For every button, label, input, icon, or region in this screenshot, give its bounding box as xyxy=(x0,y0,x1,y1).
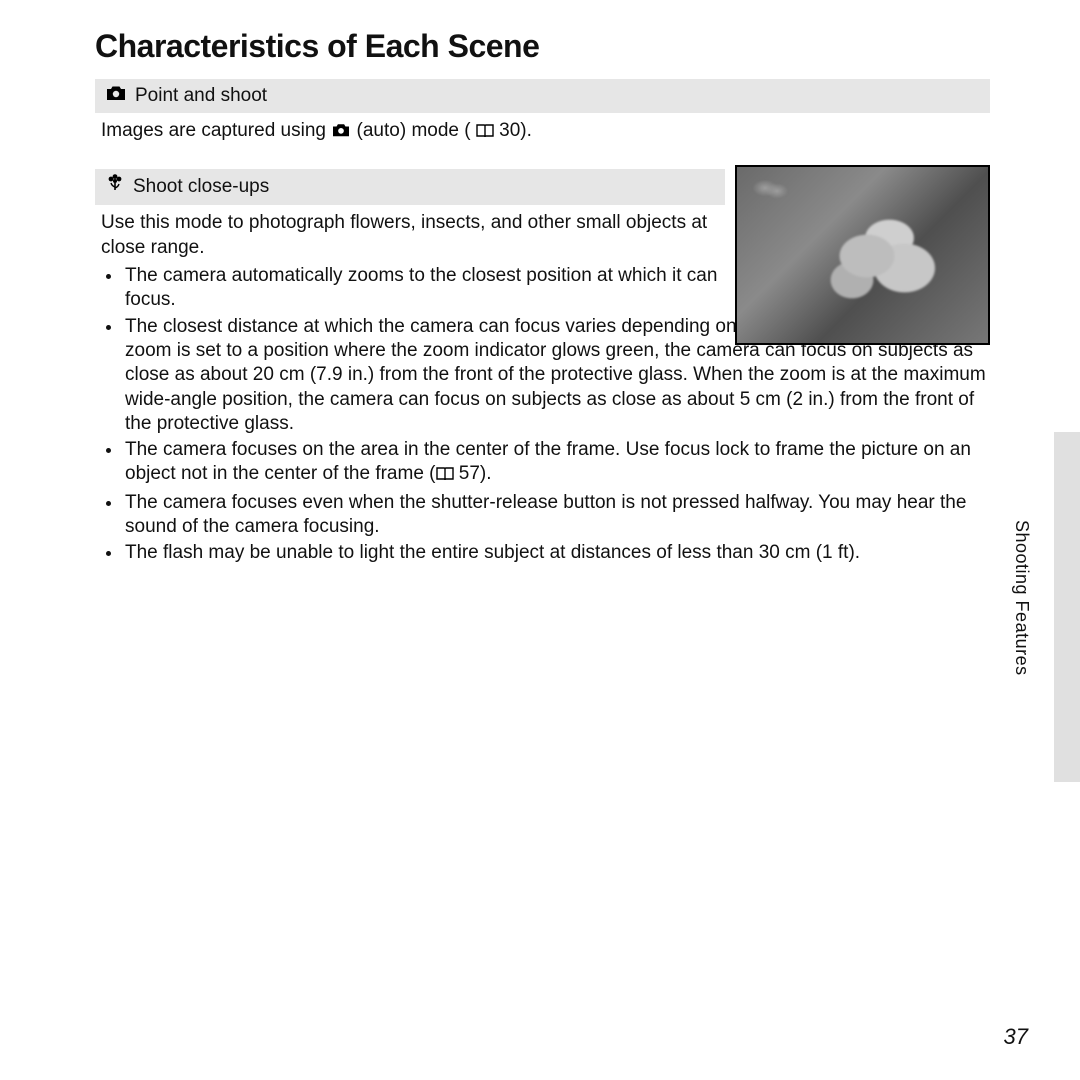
text: (auto) mode ( xyxy=(357,120,471,141)
section-header-closeups: Shoot close-ups xyxy=(95,169,725,205)
page-title: Characteristics of Each Scene xyxy=(95,28,990,65)
book-icon xyxy=(476,121,494,145)
flower-icon xyxy=(105,174,125,200)
section1-body: Images are captured using (auto) mode ( … xyxy=(101,119,990,145)
camera-icon xyxy=(105,84,127,108)
section-label: Point and shoot xyxy=(135,85,267,107)
section-header-point-and-shoot: Point and shoot xyxy=(95,79,990,113)
camera-icon xyxy=(331,121,351,145)
section-label: Shoot close-ups xyxy=(133,176,269,198)
manual-page: Characteristics of Each Scene Point and … xyxy=(95,28,990,568)
text: Images are captured using xyxy=(101,120,331,141)
thumb-index-strip xyxy=(1054,432,1080,782)
list-item: The flash may be unable to light the ent… xyxy=(123,541,995,565)
text: 30). xyxy=(499,120,532,141)
list-item: The camera focuses on the area in the ce… xyxy=(123,438,995,489)
section-side-label: Shooting Features xyxy=(1011,520,1032,676)
example-photo-flower xyxy=(735,165,990,345)
section-shoot-closeups: Shoot close-ups Use this mode to photogr… xyxy=(95,169,990,565)
page-number: 37 xyxy=(1004,1024,1028,1050)
section2-intro: Use this mode to photograph flowers, ins… xyxy=(101,211,711,260)
text: The camera focuses on the area in the ce… xyxy=(125,439,971,484)
book-icon xyxy=(436,464,454,488)
list-item: The camera automatically zooms to the cl… xyxy=(123,264,725,313)
text: 57). xyxy=(454,463,492,484)
list-item: The camera focuses even when the shutter… xyxy=(123,491,995,540)
